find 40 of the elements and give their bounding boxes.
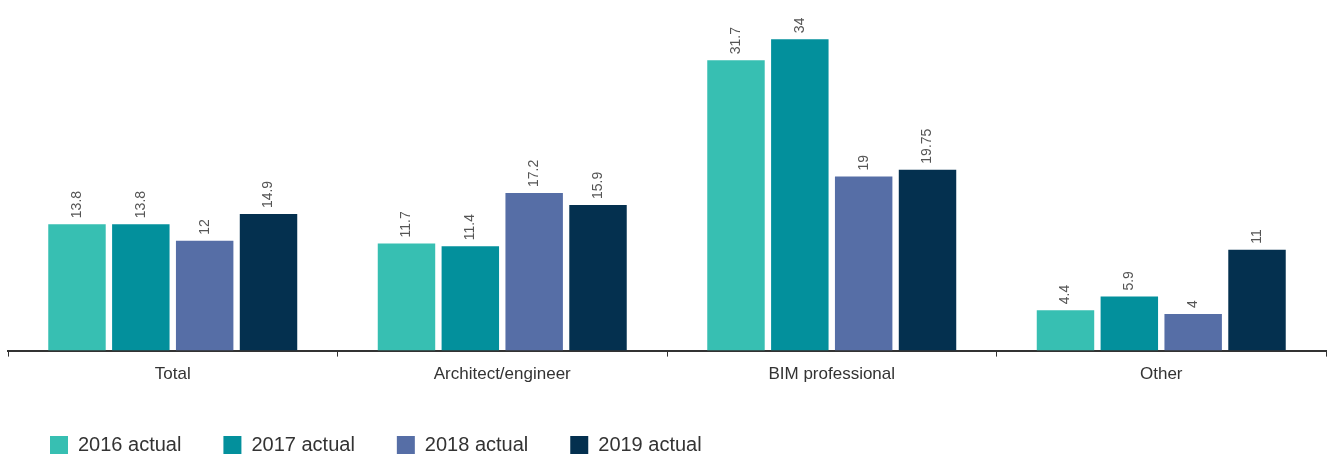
bar bbox=[898, 169, 957, 351]
data-label: 11.4 bbox=[461, 213, 478, 241]
bar bbox=[48, 224, 106, 351]
legend-label: 2018 actual bbox=[424, 432, 529, 455]
bar bbox=[1100, 296, 1159, 351]
bar bbox=[569, 204, 627, 351]
bar bbox=[1164, 313, 1222, 351]
legend-label: 2016 actual bbox=[78, 432, 182, 455]
data-label: 11.7 bbox=[397, 211, 414, 238]
data-label: 14.9 bbox=[259, 180, 276, 209]
bar bbox=[707, 60, 765, 351]
data-label: 31.7 bbox=[726, 26, 743, 55]
bar bbox=[377, 243, 436, 351]
bar bbox=[1036, 310, 1095, 351]
data-label: 19.75 bbox=[918, 128, 935, 164]
x-tick-label: Total bbox=[154, 364, 191, 384]
data-label: 15.9 bbox=[588, 171, 605, 199]
data-label: 13.8 bbox=[131, 190, 148, 219]
bar bbox=[239, 214, 298, 351]
legend-label: 2019 actual bbox=[598, 432, 702, 455]
bar bbox=[505, 193, 563, 351]
legend-label: 2017 actual bbox=[251, 432, 355, 455]
x-tick-label: Other bbox=[1139, 364, 1183, 384]
x-tick-label: Architect/engineer bbox=[433, 364, 572, 384]
bar bbox=[1228, 249, 1286, 351]
x-tick-label: BIM professional bbox=[768, 364, 896, 384]
data-label: 4 bbox=[1184, 299, 1201, 308]
bar bbox=[771, 39, 829, 351]
bar bbox=[441, 246, 500, 351]
data-label: 5.9 bbox=[1120, 270, 1137, 291]
bar bbox=[834, 176, 893, 351]
data-label: 17.2 bbox=[525, 159, 542, 188]
bar bbox=[175, 240, 234, 351]
data-label: 4.4 bbox=[1056, 284, 1073, 305]
bar bbox=[112, 224, 170, 351]
data-label: 12 bbox=[195, 218, 212, 235]
data-label: 34 bbox=[790, 17, 807, 34]
data-label: 19 bbox=[854, 154, 871, 171]
data-label: 11 bbox=[1247, 229, 1264, 244]
data-label: 13.8 bbox=[67, 190, 84, 219]
